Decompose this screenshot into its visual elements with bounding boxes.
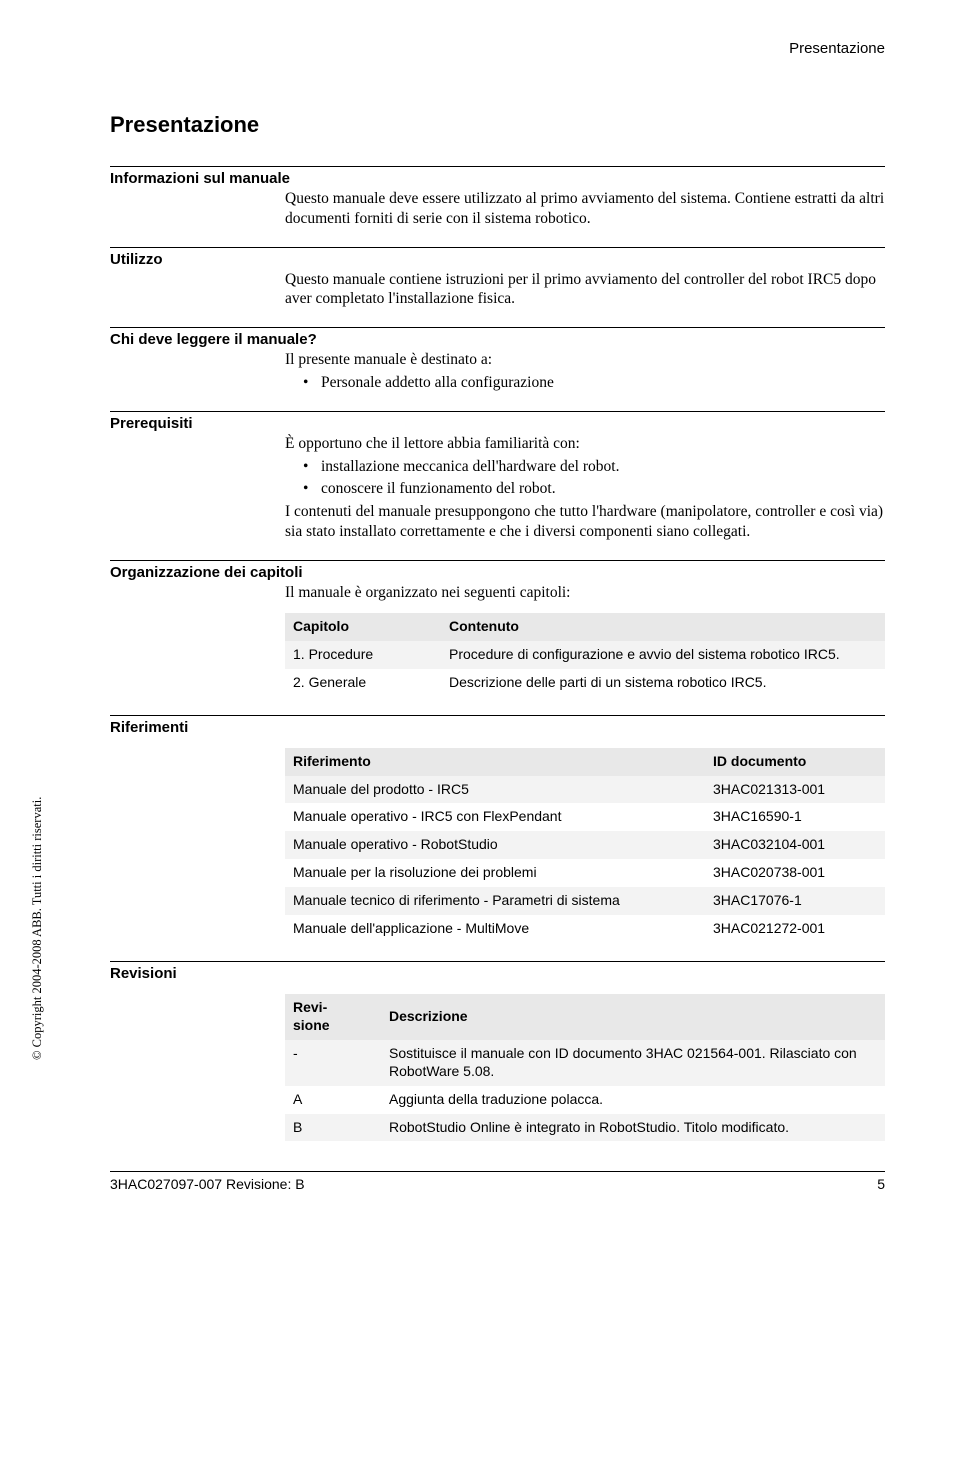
table-row: Manuale dell'applicazione - MultiMove3HA… bbox=[285, 915, 885, 943]
table-header: Revi- sione bbox=[285, 994, 381, 1040]
section-chi: Chi deve leggere il manuale? Il presente… bbox=[110, 327, 885, 393]
section-heading: Riferimenti bbox=[110, 716, 885, 738]
section-rev: Revisioni Revi- sione Descrizione -Sosti… bbox=[110, 961, 885, 1141]
list-item: conoscere il funzionamento del robot. bbox=[307, 479, 885, 499]
table-cell: Manuale per la risoluzione dei problemi bbox=[285, 859, 705, 887]
table-cell: Manuale del prodotto - IRC5 bbox=[285, 776, 705, 804]
table-cell: Manuale operativo - RobotStudio bbox=[285, 831, 705, 859]
table-cell: 3HAC16590-1 bbox=[705, 803, 885, 831]
section-rif: Riferimenti Riferimento ID documento Man… bbox=[110, 715, 885, 943]
table-cell: Sostituisce il manuale con ID documento … bbox=[381, 1040, 885, 1086]
table-row: -Sostituisce il manuale con ID documento… bbox=[285, 1040, 885, 1086]
table-cell: Procedure di configurazione e avvio del … bbox=[441, 641, 885, 669]
table-cell: A bbox=[285, 1086, 381, 1114]
section-heading: Organizzazione dei capitoli bbox=[110, 561, 885, 583]
table-row: Manuale del prodotto - IRC53HAC021313-00… bbox=[285, 776, 885, 804]
table-cell: 1. Procedure bbox=[285, 641, 441, 669]
section-utilizzo: Utilizzo Questo manuale contiene istruzi… bbox=[110, 247, 885, 310]
table-cell: RobotStudio Online è integrato in RobotS… bbox=[381, 1114, 885, 1142]
paragraph: I contenuti del manuale presuppongono ch… bbox=[285, 502, 885, 542]
bullet-list: Personale addetto alla configurazione bbox=[285, 373, 885, 393]
paragraph: Questo manuale deve essere utilizzato al… bbox=[285, 189, 885, 229]
paragraph: Questo manuale contiene istruzioni per i… bbox=[285, 270, 885, 310]
page-footer: 3HAC027097-007 Revisione: B 5 bbox=[110, 1171, 885, 1192]
revisions-table: Revi- sione Descrizione -Sostituisce il … bbox=[285, 994, 885, 1141]
table-cell: 3HAC020738-001 bbox=[705, 859, 885, 887]
section-heading: Revisioni bbox=[110, 962, 885, 984]
section-heading: Utilizzo bbox=[110, 248, 885, 270]
section-heading: Informazioni sul manuale bbox=[110, 167, 885, 189]
table-row: 1. Procedure Procedure di configurazione… bbox=[285, 641, 885, 669]
list-item: installazione meccanica dell'hardware de… bbox=[307, 457, 885, 477]
chapters-table: Capitolo Contenuto 1. Procedure Procedur… bbox=[285, 613, 885, 697]
table-header: Capitolo bbox=[285, 613, 441, 641]
table-header: Contenuto bbox=[441, 613, 885, 641]
footer-page-number: 5 bbox=[877, 1176, 885, 1192]
table-row: Manuale per la risoluzione dei problemi3… bbox=[285, 859, 885, 887]
table-cell: Descrizione delle parti di un sistema ro… bbox=[441, 669, 885, 697]
copyright-vertical: © Copyright 2004-2008 ABB. Tutti i dirit… bbox=[30, 797, 45, 1060]
table-row: AAggiunta della traduzione polacca. bbox=[285, 1086, 885, 1114]
table-cell: 3HAC021272-001 bbox=[705, 915, 885, 943]
page-title: Presentazione bbox=[110, 112, 885, 138]
table-cell: Manuale tecnico di riferimento - Paramet… bbox=[285, 887, 705, 915]
table-row: Manuale operativo - IRC5 con FlexPendant… bbox=[285, 803, 885, 831]
references-table: Riferimento ID documento Manuale del pro… bbox=[285, 748, 885, 943]
section-prereq: Prerequisiti È opportuno che il lettore … bbox=[110, 411, 885, 542]
table-header: Descrizione bbox=[381, 994, 885, 1040]
table-header: Riferimento bbox=[285, 748, 705, 776]
table-cell: 3HAC032104-001 bbox=[705, 831, 885, 859]
table-cell: Manuale operativo - IRC5 con FlexPendant bbox=[285, 803, 705, 831]
table-cell: - bbox=[285, 1040, 381, 1086]
table-cell: B bbox=[285, 1114, 381, 1142]
section-org: Organizzazione dei capitoli Il manuale è… bbox=[110, 560, 885, 697]
table-cell: 2. Generale bbox=[285, 669, 441, 697]
footer-doc-id: 3HAC027097-007 Revisione: B bbox=[110, 1176, 305, 1192]
running-header: Presentazione bbox=[110, 40, 885, 57]
table-cell: 3HAC021313-001 bbox=[705, 776, 885, 804]
table-cell: Manuale dell'applicazione - MultiMove bbox=[285, 915, 705, 943]
section-info: Informazioni sul manuale Questo manuale … bbox=[110, 166, 885, 229]
bullet-list: installazione meccanica dell'hardware de… bbox=[285, 457, 885, 499]
list-item: Personale addetto alla configurazione bbox=[307, 373, 885, 393]
paragraph: Il manuale è organizzato nei seguenti ca… bbox=[285, 583, 885, 603]
paragraph: È opportuno che il lettore abbia familia… bbox=[285, 434, 885, 454]
table-row: 2. Generale Descrizione delle parti di u… bbox=[285, 669, 885, 697]
paragraph: Il presente manuale è destinato a: bbox=[285, 350, 885, 370]
table-row: Manuale tecnico di riferimento - Paramet… bbox=[285, 887, 885, 915]
section-heading: Prerequisiti bbox=[110, 412, 885, 434]
table-row: BRobotStudio Online è integrato in Robot… bbox=[285, 1114, 885, 1142]
section-heading: Chi deve leggere il manuale? bbox=[110, 328, 885, 350]
table-cell: 3HAC17076-1 bbox=[705, 887, 885, 915]
table-row: Manuale operativo - RobotStudio3HAC03210… bbox=[285, 831, 885, 859]
table-cell: Aggiunta della traduzione polacca. bbox=[381, 1086, 885, 1114]
table-header: ID documento bbox=[705, 748, 885, 776]
